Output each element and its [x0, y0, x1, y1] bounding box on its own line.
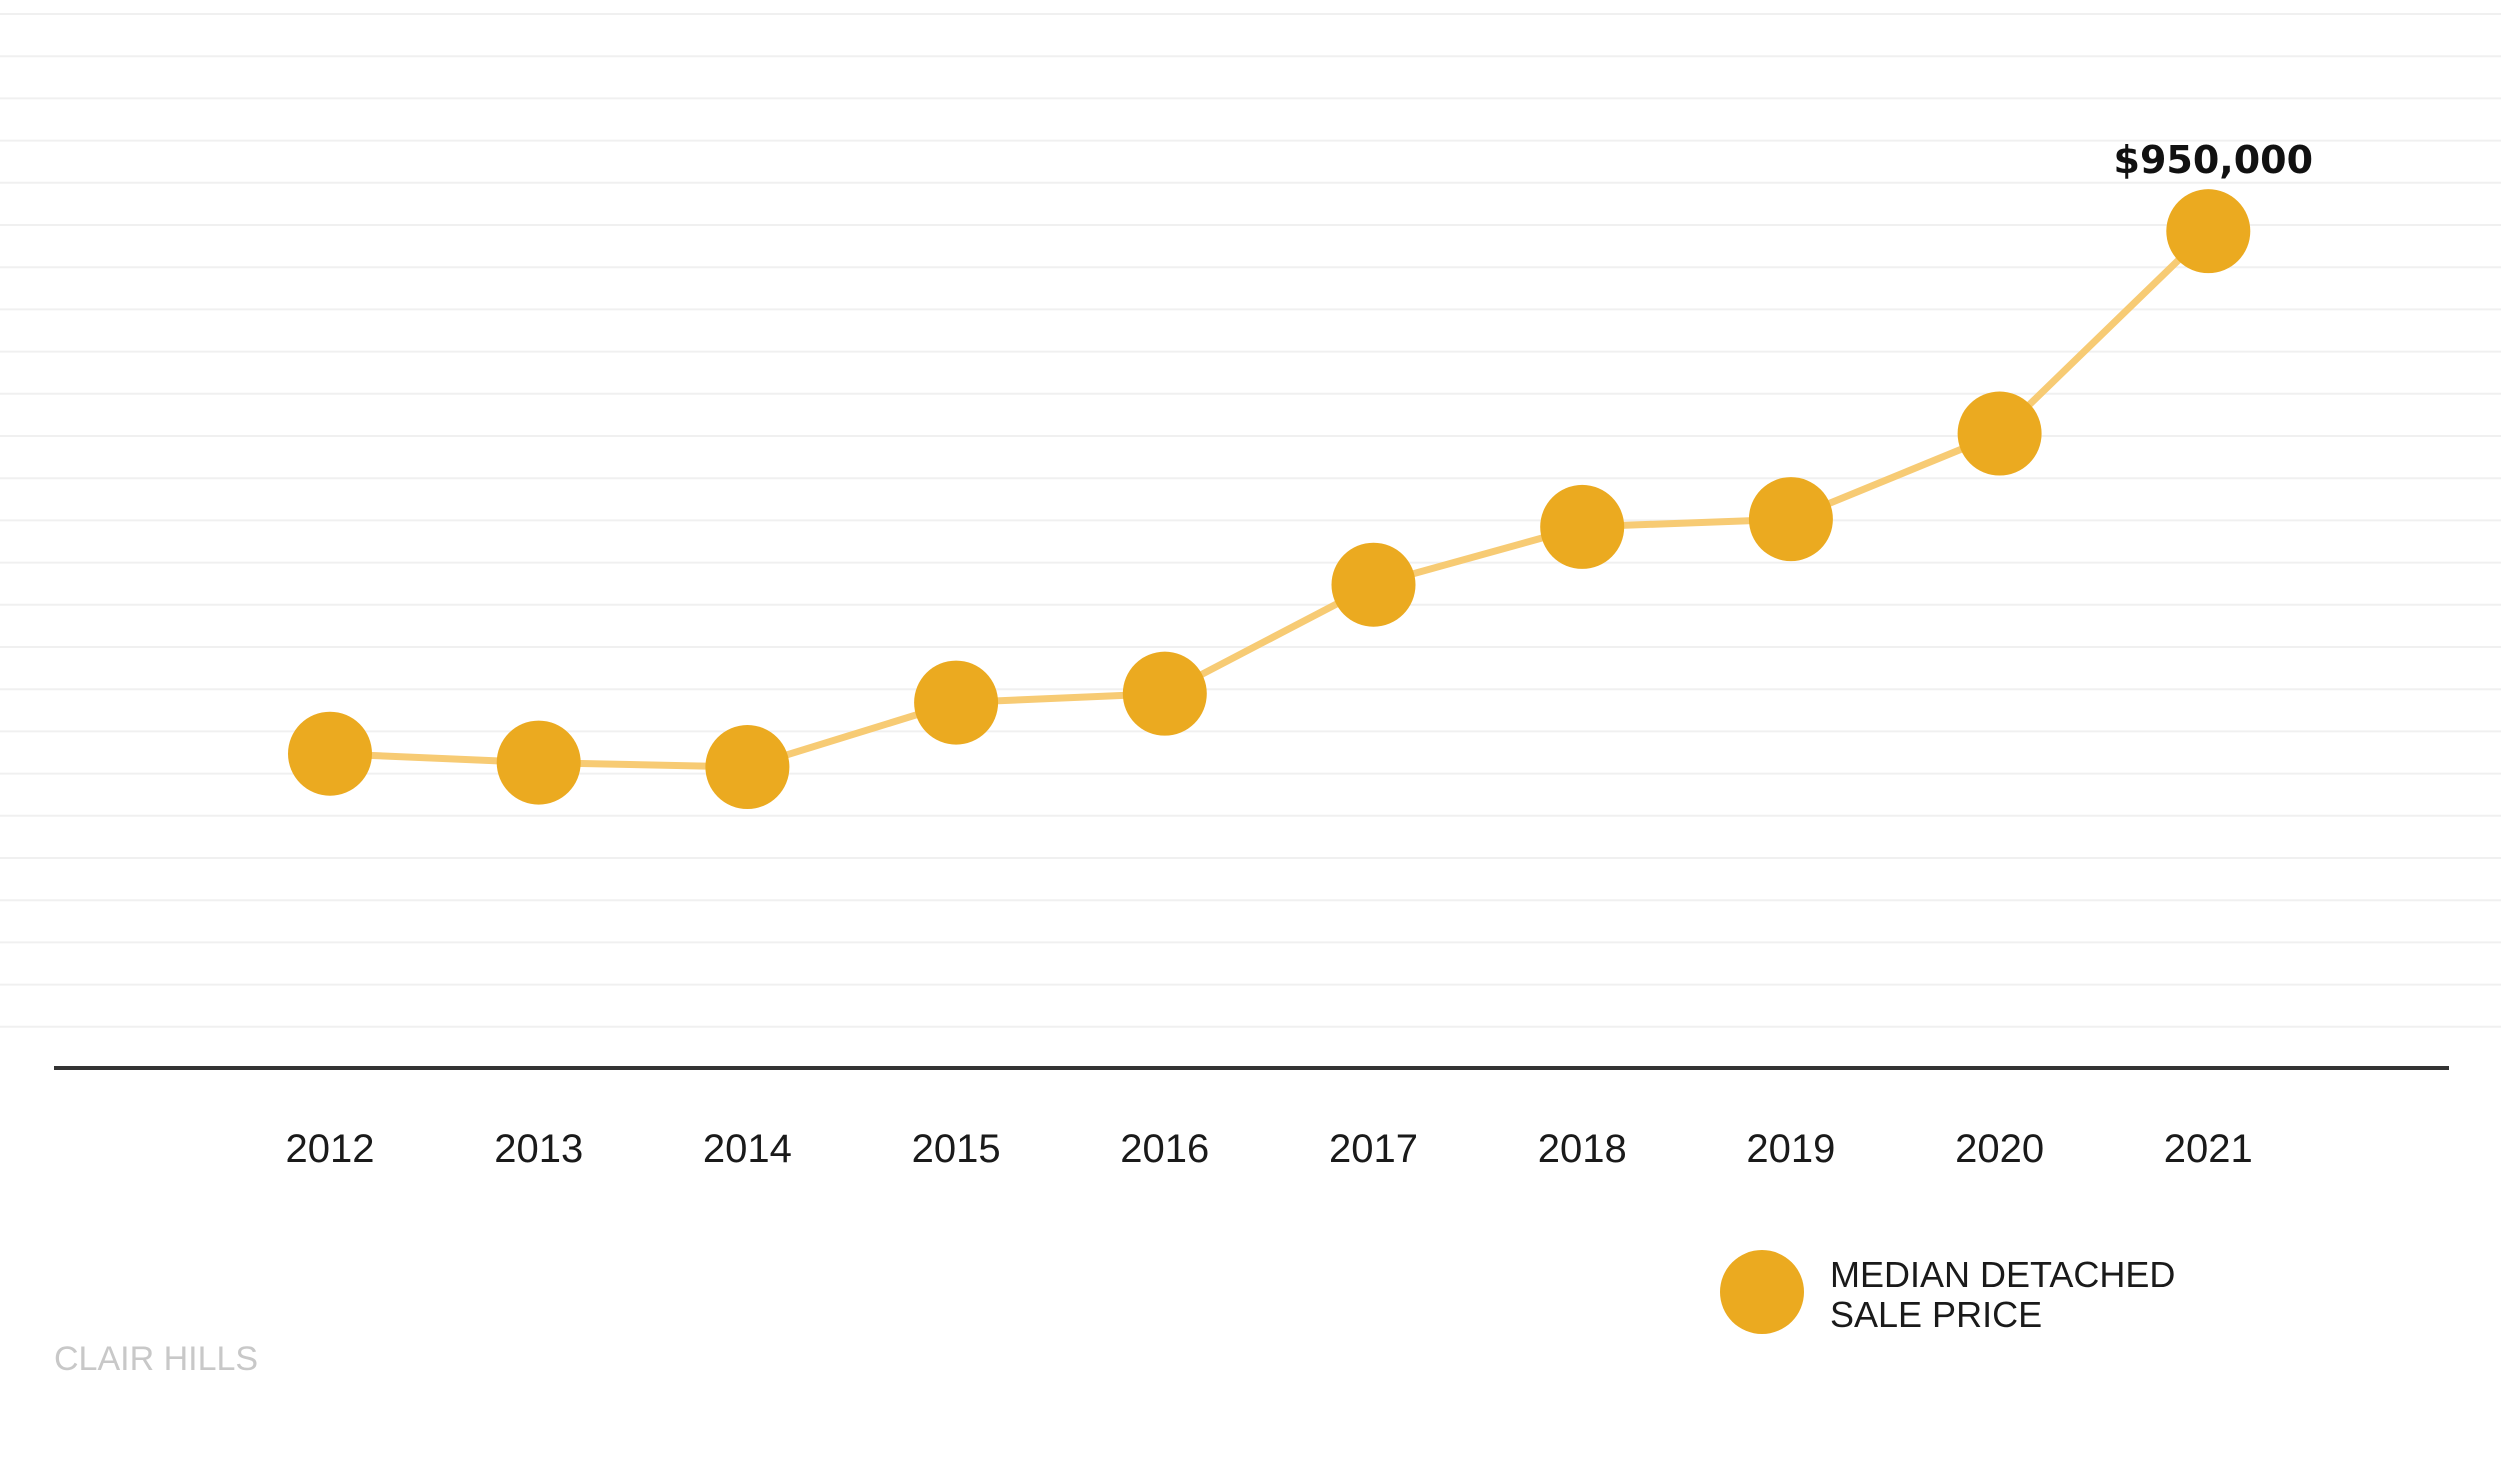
x-tick-2014: 2014 [703, 1127, 792, 1171]
data-point-2012 [288, 711, 372, 796]
footer-source: CLAIR HILLS [54, 1340, 258, 1378]
x-tick-2021: 2021 [2164, 1127, 2253, 1171]
data-point-2014 [705, 725, 790, 810]
data-label-2021: $950,000 [2114, 138, 2314, 182]
gridlines [0, 13, 2501, 1028]
data-point-2015 [914, 660, 999, 745]
data-point-2013 [496, 720, 581, 805]
x-tick-2017: 2017 [1329, 1127, 1418, 1171]
legend: MEDIAN DETACHED SALE PRICE [1720, 1250, 2175, 1335]
x-tick-2019: 2019 [1746, 1127, 1835, 1171]
x-tick-2012: 2012 [286, 1127, 375, 1171]
legend-marker [1720, 1250, 1804, 1334]
data-points [288, 189, 2251, 810]
legend-label-line-2: SALE PRICE [1830, 1294, 2042, 1335]
x-tick-2018: 2018 [1538, 1127, 1627, 1171]
series-line [329, 228, 2211, 771]
x-tick-2013: 2013 [494, 1127, 583, 1171]
x-tick-2016: 2016 [1120, 1127, 1209, 1171]
x-tick-labels: 2012 2013 2014 2015 2016 2017 2018 2019 2020 2021 [286, 1127, 2253, 1171]
data-point-2017 [1331, 542, 1416, 627]
data-point-2021 [2166, 189, 2251, 274]
x-tick-2015: 2015 [912, 1127, 1001, 1171]
data-point-2020 [1957, 391, 2042, 476]
data-point-2016 [1122, 651, 1207, 736]
data-point-2018 [1540, 484, 1625, 569]
data-labels: $950,000 [2114, 138, 2314, 182]
x-tick-2020: 2020 [1955, 1127, 2044, 1171]
data-point-2019 [1748, 477, 1833, 562]
legend-label-line-1: MEDIAN DETACHED [1830, 1254, 2175, 1295]
